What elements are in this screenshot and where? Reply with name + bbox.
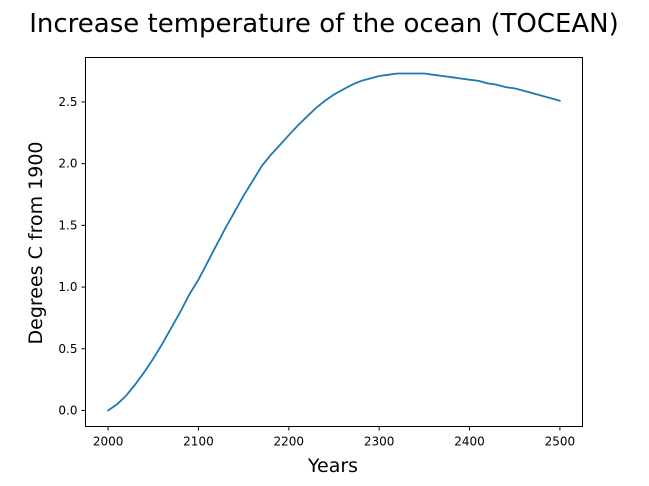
x-tick-label: 2500: [545, 435, 576, 449]
data-point: [451, 77, 452, 78]
series-group: [107, 72, 561, 412]
data-point: [333, 94, 334, 95]
data-point: [433, 74, 434, 75]
data-point: [306, 116, 307, 117]
data-point: [379, 75, 380, 76]
data-point: [189, 294, 190, 295]
data-point: [550, 98, 551, 99]
data-point: [424, 73, 425, 74]
data-point: [406, 73, 407, 74]
data-point: [117, 404, 118, 405]
data-point: [135, 384, 136, 385]
data-point: [559, 100, 560, 101]
data-point: [207, 262, 208, 263]
data-point: [198, 279, 199, 280]
data-point: [234, 211, 235, 212]
data-point: [243, 195, 244, 196]
x-tick-label: 2200: [274, 435, 305, 449]
data-point: [225, 227, 226, 228]
data-point: [261, 166, 262, 167]
y-tick-label: 1.5: [58, 218, 77, 232]
y-axis-label: Degrees C from 1900: [25, 141, 47, 344]
data-point: [288, 135, 289, 136]
y-tick-label: 1.0: [58, 280, 77, 294]
x-tick-label: 2000: [93, 435, 124, 449]
data-point: [361, 80, 362, 81]
data-point: [523, 90, 524, 91]
data-point: [153, 358, 154, 359]
data-point: [388, 74, 389, 75]
data-point: [270, 154, 271, 155]
y-axis: 0.0 0.5 1.0 1.5 2.0 2.5: [58, 95, 86, 417]
y-tick-label: 0.5: [58, 342, 77, 356]
data-point: [487, 83, 488, 84]
data-point: [324, 100, 325, 101]
data-point: [107, 410, 108, 411]
chart-title: Increase temperature of the ocean (TOCEA…: [29, 9, 619, 39]
x-axis: 2000 2100 2200 2300 2400 2500: [93, 426, 576, 449]
data-point: [126, 395, 127, 396]
data-point: [370, 78, 371, 79]
data-point: [180, 311, 181, 312]
data-point: [216, 244, 217, 245]
data-point: [315, 107, 316, 108]
data-point: [460, 78, 461, 79]
data-point: [442, 75, 443, 76]
x-axis-label: Years: [307, 455, 358, 477]
data-point: [514, 88, 515, 89]
plot-frame: [85, 57, 583, 427]
data-point: [252, 180, 253, 181]
data-point: [478, 80, 479, 81]
data-point: [397, 73, 398, 74]
y-tick-label: 2.0: [58, 157, 77, 171]
x-tick-label: 2400: [454, 435, 485, 449]
x-tick-label: 2100: [183, 435, 214, 449]
data-point: [415, 73, 416, 74]
y-tick-label: 2.5: [58, 95, 77, 109]
data-point: [144, 372, 145, 373]
data-point: [541, 95, 542, 96]
data-point: [297, 125, 298, 126]
data-point: [532, 93, 533, 94]
y-tick-label: 0.0: [58, 403, 77, 417]
data-point: [162, 343, 163, 344]
data-point: [279, 145, 280, 146]
data-point: [171, 327, 172, 328]
data-point: [469, 79, 470, 80]
x-tick-label: 2300: [364, 435, 395, 449]
data-point: [351, 84, 352, 85]
series-line: [107, 72, 561, 412]
data-point: [496, 84, 497, 85]
data-point: [505, 87, 506, 88]
data-point: [342, 89, 343, 90]
